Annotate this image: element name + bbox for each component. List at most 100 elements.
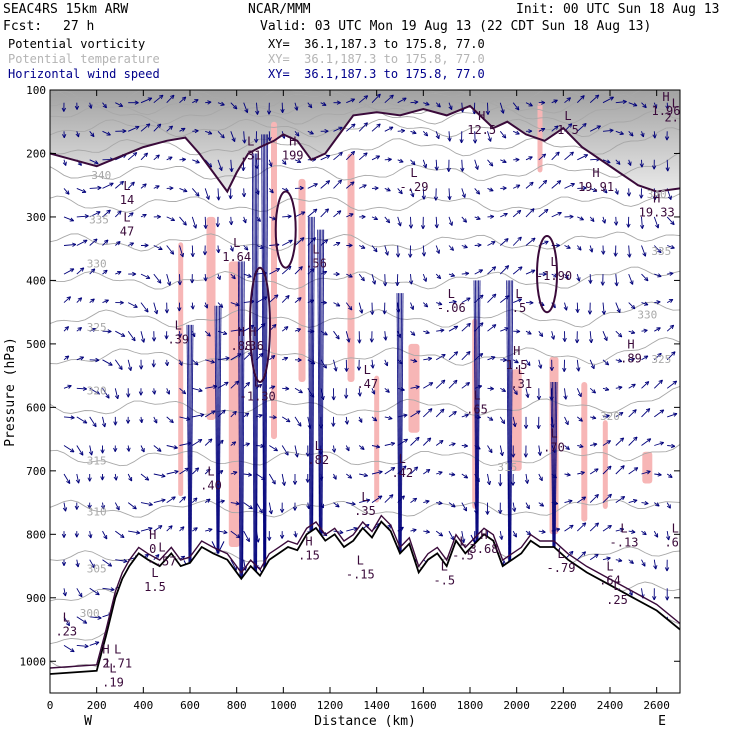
- pv-extremum-type: H: [627, 338, 634, 352]
- wind-arrowhead: [65, 621, 70, 627]
- theta-label: 300: [80, 607, 100, 620]
- wind-vector: [628, 383, 636, 389]
- wind-arrowhead: [488, 162, 494, 167]
- wind-vector: [346, 98, 355, 104]
- wind-arrowhead: [542, 179, 548, 185]
- wind-vector: [63, 416, 75, 419]
- wind-arrowhead: [568, 499, 573, 504]
- wind-vector: [602, 331, 608, 341]
- wind-vector: [89, 268, 96, 275]
- wind-arrowhead: [77, 297, 83, 302]
- wind-arrowhead: [351, 123, 356, 128]
- wind-column-line: [477, 280, 481, 548]
- wind-vector: [615, 159, 621, 165]
- wind-arrowhead: [402, 465, 407, 470]
- wind-vector: [346, 181, 355, 189]
- wind-arrowhead: [208, 528, 213, 533]
- wind-arrowhead: [279, 534, 285, 539]
- wind-vector: [179, 274, 181, 286]
- wind-arrowhead: [632, 409, 637, 414]
- wind-vector: [115, 102, 123, 107]
- wind-vector: [410, 101, 419, 104]
- wind-arrowhead: [605, 414, 610, 419]
- wind-column-line: [475, 280, 477, 548]
- wind-vector: [63, 188, 70, 195]
- wind-arrowhead: [107, 562, 113, 567]
- wind-arrowhead: [211, 410, 216, 415]
- wind-arrowhead: [90, 132, 95, 138]
- wind-arrowhead: [504, 265, 510, 270]
- wind-vector: [63, 385, 72, 389]
- wind-vector: [371, 495, 383, 503]
- wind-vector: [204, 159, 213, 168]
- wind-vector: [525, 269, 536, 275]
- wind-vector: [192, 414, 205, 418]
- wind-arrowhead: [181, 496, 186, 501]
- wind-arrowhead: [331, 422, 336, 427]
- wind-vector: [397, 245, 399, 258]
- wind-arrowhead: [550, 335, 556, 340]
- wind-arrowhead: [157, 447, 162, 452]
- wind-arrowhead: [347, 474, 353, 479]
- wind-vector: [320, 208, 329, 218]
- wind-vector: [166, 445, 178, 449]
- wind-arrowhead: [161, 498, 166, 503]
- wind-arrowhead: [174, 469, 179, 475]
- wind-arrowhead: [667, 195, 672, 201]
- wind-arrowhead: [272, 323, 277, 329]
- pv-extremum: L.82: [307, 439, 329, 467]
- wind-arrowhead: [66, 479, 71, 484]
- wind-arrowhead: [325, 155, 331, 159]
- wind-vector: [512, 236, 522, 246]
- wind-column-line: [400, 293, 402, 586]
- wind-arrowhead: [87, 477, 92, 482]
- theta-label: 330: [87, 258, 107, 271]
- wind-vector: [63, 473, 71, 484]
- wind-arrowhead: [528, 129, 533, 134]
- wind-vector: [166, 125, 173, 132]
- wind-arrowhead: [135, 530, 141, 535]
- wind-arrowhead: [157, 279, 162, 284]
- wind-arrowhead: [557, 211, 562, 216]
- wind-vector: [500, 295, 510, 303]
- wind-arrowhead: [373, 247, 378, 253]
- wind-arrowhead: [75, 562, 80, 568]
- wind-vector: [397, 130, 405, 132]
- wind-vector: [140, 123, 151, 132]
- wind-vector: [191, 245, 194, 257]
- wind-arrowhead: [425, 529, 430, 534]
- wind-vector: [192, 439, 203, 446]
- theta-label: 320: [600, 410, 620, 423]
- wind-arrowhead: [541, 100, 546, 105]
- wind-vector: [76, 267, 85, 275]
- wind-vector: [89, 187, 102, 189]
- wind-arrowhead: [389, 94, 394, 99]
- wind-vector: [76, 297, 83, 303]
- wind-arrowhead: [128, 476, 133, 482]
- wind-vector: [179, 387, 186, 395]
- wind-vector: [589, 553, 599, 561]
- wind-arrowhead: [119, 180, 125, 186]
- pv-extremum-type: H: [480, 528, 487, 542]
- wind-arrowhead: [438, 471, 443, 476]
- wind-vector: [217, 130, 225, 139]
- wind-vector: [76, 559, 79, 568]
- wind-arrowhead: [672, 380, 678, 385]
- wind-arrowhead: [601, 219, 607, 224]
- wind-arrowhead: [453, 351, 459, 356]
- wind-arrowhead: [516, 329, 521, 334]
- pink-shading-band: [511, 369, 522, 471]
- wind-vector: [666, 324, 675, 332]
- x-tick-label: 0: [47, 699, 54, 712]
- wind-vector: [140, 302, 149, 313]
- wind-vector: [448, 301, 457, 304]
- pink-shading-band: [298, 178, 306, 382]
- wind-arrowhead: [270, 385, 276, 390]
- wind-arrowhead: [75, 133, 80, 138]
- wind-arrowhead: [90, 268, 96, 273]
- wind-arrowhead: [515, 130, 520, 135]
- wind-arrowhead: [415, 385, 420, 390]
- wind-arrowhead: [388, 126, 394, 131]
- wind-vector: [63, 502, 67, 512]
- wind-arrowhead: [518, 266, 523, 271]
